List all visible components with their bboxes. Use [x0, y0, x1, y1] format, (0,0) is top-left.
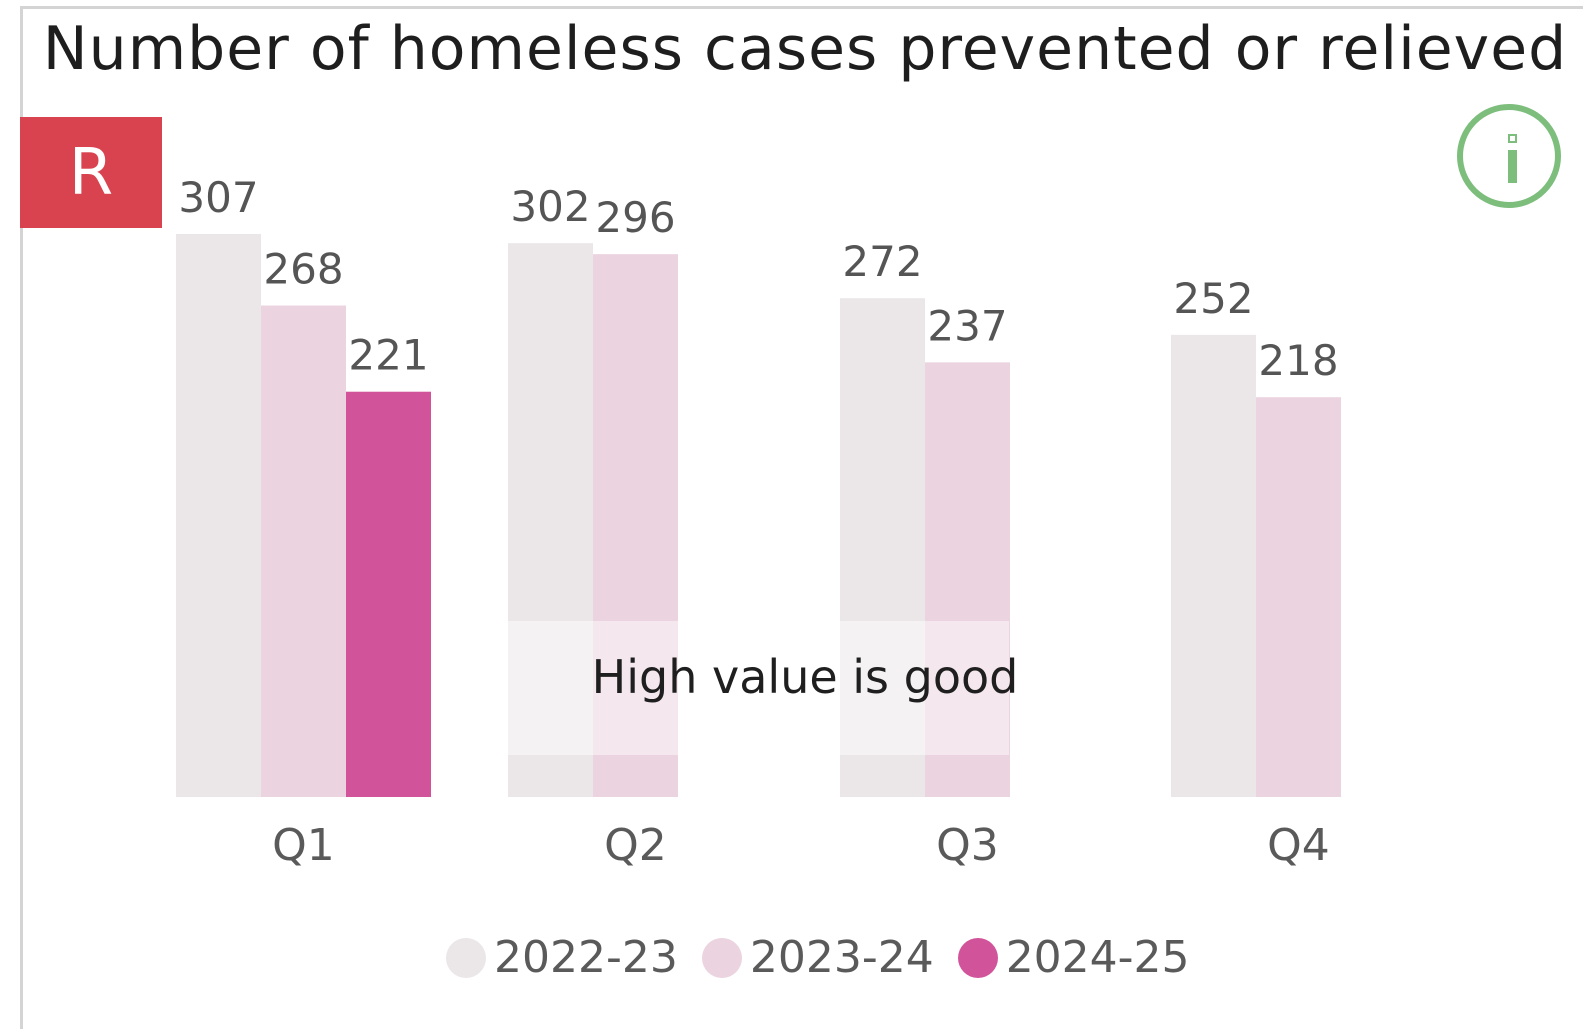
bar-q1-2024-25[interactable] [346, 391, 431, 797]
chart-title: Number of homeless cases prevented or re… [42, 14, 1568, 84]
data-label-q3-2023-24: 237 [927, 301, 1007, 350]
bar-q4-2023-24[interactable] [1256, 397, 1341, 797]
data-label-q2-2022-23: 302 [510, 182, 590, 231]
info-icon-dot [1508, 134, 1517, 143]
info-icon[interactable] [1457, 104, 1561, 208]
info-icon-stem [1508, 150, 1517, 183]
legend: 2022-23 2023-24 2024-25 [446, 932, 1214, 983]
legend-swatch-2022-23 [446, 937, 486, 978]
bar-q1-2022-23[interactable] [176, 234, 261, 797]
bar-q3-2022-23[interactable] [840, 298, 925, 797]
x-tick-label-q2: Q2 [604, 820, 667, 871]
legend-swatch-2023-24 [701, 937, 742, 978]
data-label-q1-2023-24: 268 [263, 245, 343, 294]
data-label-q4-2022-23: 252 [1173, 274, 1253, 323]
data-label-q3-2022-23: 272 [842, 237, 922, 286]
bar-q2-2022-23[interactable] [508, 243, 593, 798]
legend-swatch-2024-25 [957, 937, 998, 978]
legend-label-2024-25: 2024-25 [1005, 932, 1190, 983]
bar-q4-2022-23[interactable] [1171, 334, 1256, 797]
bar-q2-2023-24[interactable] [593, 254, 678, 798]
x-tick-label-q1: Q1 [272, 820, 335, 871]
note-backdrop [508, 621, 1009, 755]
legend-item-2024-25[interactable]: 2024-25 [957, 932, 1190, 983]
data-label-q1-2022-23: 307 [178, 173, 258, 222]
x-tick-label-q4: Q4 [1267, 820, 1330, 871]
bar-q1-2023-24[interactable] [261, 305, 346, 797]
data-label-q1-2024-25: 221 [348, 331, 428, 380]
legend-label-2023-24: 2023-24 [749, 932, 934, 983]
legend-item-2023-24[interactable]: 2023-24 [701, 932, 934, 983]
data-label-q4-2023-24: 218 [1258, 336, 1338, 385]
chart-card [20, 6, 1583, 1029]
x-tick-label-q3: Q3 [936, 820, 999, 871]
data-label-q2-2023-24: 296 [595, 193, 675, 242]
bar-q3-2023-24[interactable] [925, 362, 1010, 797]
legend-item-2022-23[interactable]: 2022-23 [446, 932, 678, 983]
legend-label-2022-23: 2022-23 [494, 932, 678, 983]
rag-status-badge: R [20, 117, 162, 228]
high-value-note: High value is good [591, 650, 1019, 704]
